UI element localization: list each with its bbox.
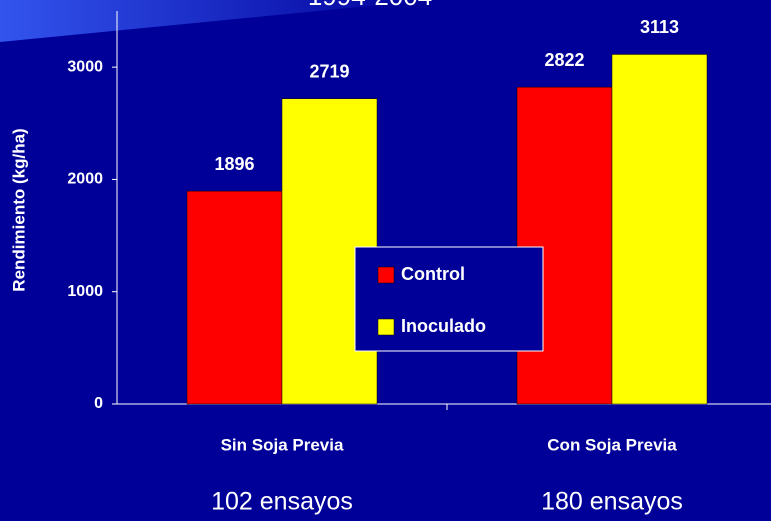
legend-swatch <box>377 318 395 336</box>
y-tick-label: 1000 <box>67 283 103 300</box>
y-tick-label: 0 <box>94 395 103 412</box>
y-axis-label: Rendimiento (kg/ha) <box>9 128 28 291</box>
annotation: 102 ensayos <box>211 488 353 516</box>
bar <box>516 86 613 405</box>
value-label: 2719 <box>309 61 349 81</box>
legend-swatch <box>377 266 395 284</box>
corner-swoosh <box>0 0 430 42</box>
x-tick-label: Sin Soja Previa <box>221 435 344 454</box>
x-tick-label: Con Soja Previa <box>547 435 677 454</box>
chart-title: 1994-2004 <box>308 0 432 11</box>
value-label: 2822 <box>544 50 584 70</box>
legend-label: Inoculado <box>401 316 486 336</box>
bar <box>186 190 283 405</box>
y-tick-label: 3000 <box>67 58 103 75</box>
value-label: 3113 <box>640 17 679 37</box>
value-label: 1896 <box>214 154 254 174</box>
bar <box>611 54 708 405</box>
annotation: 180 ensayos <box>541 488 683 516</box>
y-tick-label: 2000 <box>67 171 103 188</box>
legend-label: Control <box>401 264 465 284</box>
